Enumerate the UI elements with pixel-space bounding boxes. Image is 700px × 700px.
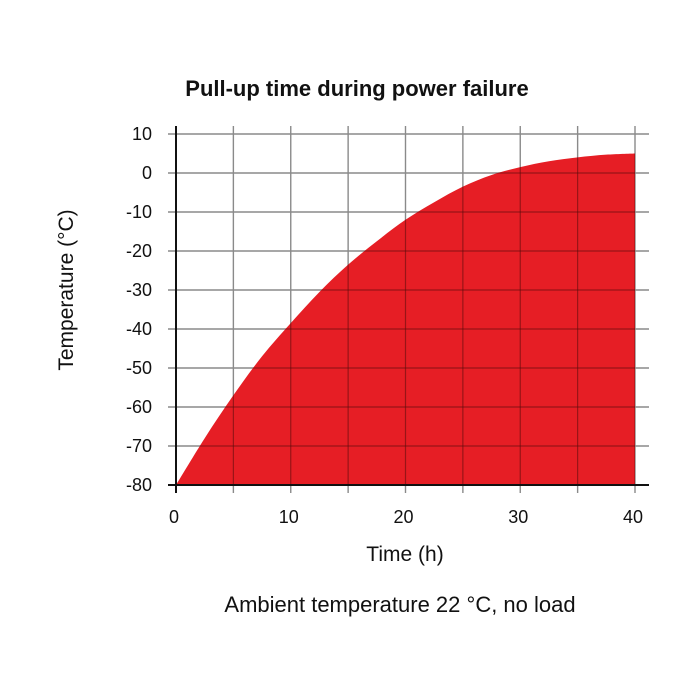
x-tick-label: 10 [279,507,299,527]
y-tick-label: -30 [126,280,152,300]
x-tick-label: 30 [508,507,528,527]
y-axis-label: Temperature (°C) [55,209,78,370]
x-axis-label: Time (h) [366,543,443,566]
y-tick-label: -20 [126,241,152,261]
y-tick-labels: 10 0 -10 -20 -30 -40 -50 -60 -70 -80 [126,124,152,495]
y-tick-label: -80 [126,475,152,495]
x-tick-label: 20 [393,507,413,527]
chart-title: Pull-up time during power failure [185,76,528,101]
y-tick-label: 10 [132,124,152,144]
y-tick-label: 0 [142,163,152,183]
chart-caption: Ambient temperature 22 °C, no load [224,592,575,617]
y-tick-label: -10 [126,202,152,222]
x-tick-label: 0 [169,507,179,527]
x-tick-labels: 0 10 20 30 40 [169,507,643,527]
x-tick-label: 40 [623,507,643,527]
y-tick-label: -50 [126,358,152,378]
axes [168,126,649,493]
y-tick-label: -40 [126,319,152,339]
y-tick-label: -60 [126,397,152,417]
y-tick-label: -70 [126,436,152,456]
